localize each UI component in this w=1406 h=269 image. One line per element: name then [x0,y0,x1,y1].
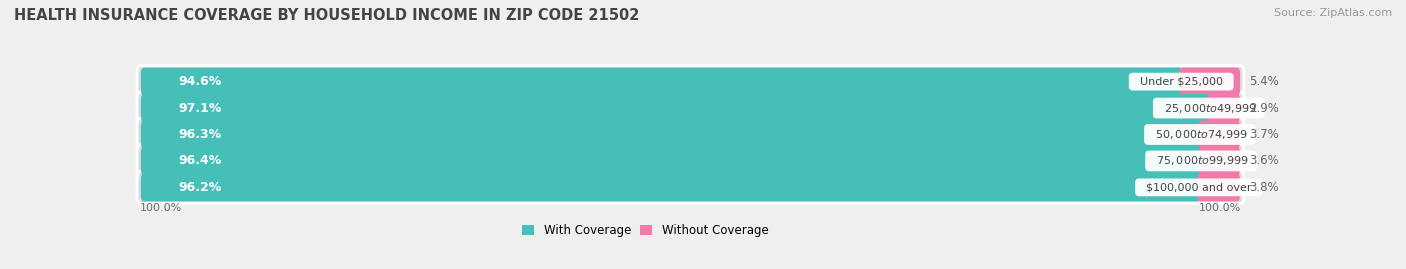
Text: 100.0%: 100.0% [141,203,183,213]
Text: 2.9%: 2.9% [1250,102,1279,115]
FancyBboxPatch shape [136,92,1244,124]
FancyBboxPatch shape [1180,68,1240,96]
FancyBboxPatch shape [136,66,1244,98]
FancyBboxPatch shape [1199,147,1240,175]
FancyBboxPatch shape [141,147,1202,175]
FancyBboxPatch shape [141,173,1199,201]
Text: 96.3%: 96.3% [179,128,222,141]
FancyBboxPatch shape [1198,121,1240,148]
FancyBboxPatch shape [136,171,1244,203]
Text: $75,000 to $99,999: $75,000 to $99,999 [1149,154,1253,167]
Text: 96.4%: 96.4% [179,154,222,167]
FancyBboxPatch shape [141,121,1201,148]
FancyBboxPatch shape [136,145,1244,177]
Text: 97.1%: 97.1% [179,102,222,115]
Legend: With Coverage, Without Coverage: With Coverage, Without Coverage [522,224,769,237]
Text: 3.6%: 3.6% [1250,154,1279,167]
FancyBboxPatch shape [141,68,1182,96]
Text: $100,000 and over: $100,000 and over [1139,182,1258,192]
Text: $25,000 to $49,999: $25,000 to $49,999 [1157,102,1261,115]
Text: HEALTH INSURANCE COVERAGE BY HOUSEHOLD INCOME IN ZIP CODE 21502: HEALTH INSURANCE COVERAGE BY HOUSEHOLD I… [14,8,640,23]
Text: $50,000 to $74,999: $50,000 to $74,999 [1149,128,1251,141]
Text: Source: ZipAtlas.com: Source: ZipAtlas.com [1274,8,1392,18]
Text: 94.6%: 94.6% [179,75,222,88]
FancyBboxPatch shape [136,118,1244,151]
Text: 3.8%: 3.8% [1250,181,1279,194]
Text: 96.2%: 96.2% [179,181,222,194]
Text: 5.4%: 5.4% [1250,75,1279,88]
Text: 3.7%: 3.7% [1250,128,1279,141]
FancyBboxPatch shape [1208,94,1240,122]
Text: 100.0%: 100.0% [1198,203,1240,213]
FancyBboxPatch shape [141,94,1209,122]
FancyBboxPatch shape [1197,173,1240,201]
Text: Under $25,000: Under $25,000 [1133,77,1230,87]
